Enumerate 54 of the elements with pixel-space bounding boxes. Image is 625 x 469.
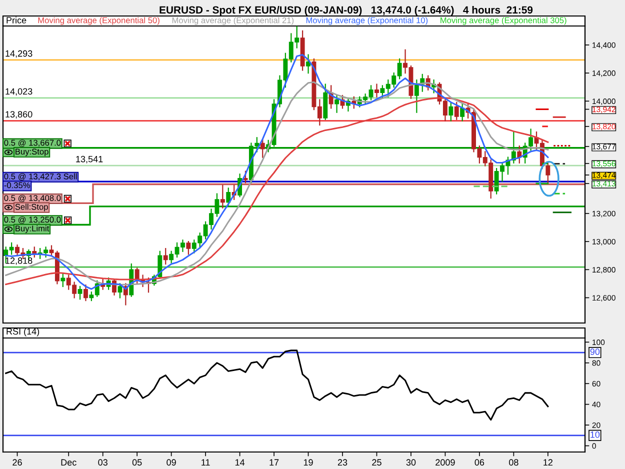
candlestick (414, 80, 419, 113)
x-tick-label: 11 (202, 459, 210, 466)
ref-line-label: 13,541 (76, 156, 103, 164)
candlestick (78, 286, 82, 300)
x-tick-label: 05 (132, 459, 142, 466)
y-axis-title: Price (6, 16, 26, 24)
x-tick-label: 03 (98, 459, 108, 466)
candlestick (220, 184, 225, 208)
ref-line-label: 12,818 (6, 257, 32, 265)
candlestick (60, 273, 66, 288)
text: Moving average (Exponential 21) (172, 17, 294, 25)
candlestick (448, 102, 454, 122)
x-tick-label: 06 (474, 459, 484, 466)
candlestick (118, 283, 122, 298)
chart-title: RSI (14) (6, 328, 40, 336)
annotation: Buy:Stop (16, 148, 48, 156)
ref-line-label: 14,293 (6, 50, 32, 58)
ref-line-label: 13,860 (6, 111, 32, 119)
x-tick-label: Dec (61, 459, 76, 466)
ref-line-label: 14,023 (6, 88, 32, 96)
x-tick-label: 30 (406, 459, 416, 466)
ref-line-label: 0.5 @ 13,427.3 Sell (4, 173, 77, 180)
candlestick (186, 241, 191, 255)
x-tick-label: 12 (544, 459, 552, 466)
candlestick (334, 94, 340, 113)
x-tick-label: 17 (270, 459, 279, 466)
candlestick (374, 84, 379, 98)
annotation: Buy:Limit (16, 225, 50, 234)
ref-line-label: 0.5 @ 13,250.0 (4, 216, 61, 224)
annotation: -0.35% (4, 182, 30, 188)
x-tick-label: 19 (304, 459, 313, 466)
candlestick (158, 250, 162, 279)
ref-line-label: 90 (590, 348, 600, 355)
text: Moving average (Exponential 50) (38, 17, 160, 25)
legend-label: Moving average (Exponential 305) (440, 17, 566, 25)
ref-line-label: 0.5 @ 13,408.0 (4, 194, 61, 202)
text: Moving average (Exponential 10) (306, 17, 428, 25)
ref-line-label: 0.5 @ 13,667.0 (4, 140, 61, 147)
candlestick (84, 284, 88, 302)
x-tick-label: 2009 (436, 459, 455, 466)
x-tick-label: 08 (509, 459, 518, 466)
x-tick-label: 26 (12, 459, 22, 466)
candlestick (460, 103, 465, 122)
x-tick-label: 23 (338, 459, 348, 466)
annotation: Sell:Stop (15, 204, 48, 212)
candlestick (163, 248, 168, 265)
candlestick (454, 102, 459, 120)
candlestick (260, 138, 265, 158)
x-tick-label: 09 (166, 459, 176, 466)
ref-line-label: 10 (590, 431, 600, 438)
x-tick-label: 14 (235, 459, 245, 466)
chart-title: EURUSD - Spot FX EUR/USD (09-JAN-09) 13,474.0 (-1.64%) 4 hours 21:59 (160, 6, 533, 16)
x-tick-label: 25 (372, 459, 382, 466)
candlestick (306, 54, 310, 74)
